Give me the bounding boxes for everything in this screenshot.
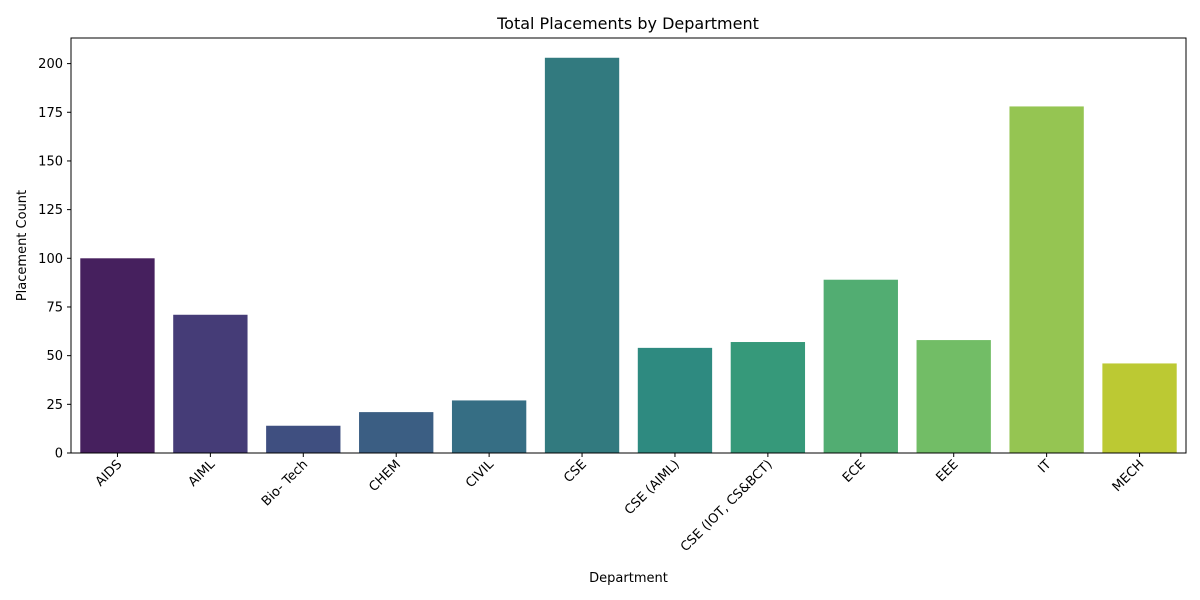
bar-chem bbox=[359, 412, 434, 453]
bar-mech bbox=[1102, 363, 1177, 453]
x-axis-title: Department bbox=[589, 571, 668, 586]
x-tick-label: ECE bbox=[840, 457, 869, 486]
x-tick-label: Bio- Tech bbox=[259, 457, 311, 509]
y-tick-label: 200 bbox=[38, 57, 63, 72]
bar-aids bbox=[80, 258, 155, 453]
y-tick-label: 50 bbox=[46, 349, 63, 364]
x-tick-label: CHEM bbox=[366, 457, 404, 495]
bar-civil bbox=[451, 400, 527, 453]
chart-title: Total Placements by Department bbox=[496, 14, 759, 33]
x-tick-label: CSE (IOT, CS&BCT) bbox=[678, 457, 776, 555]
bar-cse-aiml bbox=[637, 347, 713, 453]
plot-frame bbox=[70, 37, 1187, 454]
y-tick-label: 75 bbox=[46, 300, 63, 315]
bars-group bbox=[80, 57, 1177, 454]
x-tick-label: AIDS bbox=[93, 457, 126, 490]
x-tick-label: CIVIL bbox=[463, 457, 497, 491]
y-tick-label: 25 bbox=[46, 398, 63, 413]
bar-cse-iot-cs-bct bbox=[730, 342, 806, 453]
bar-eee bbox=[916, 340, 991, 453]
x-tick-label: EEE bbox=[933, 457, 961, 485]
y-tick-label: 125 bbox=[38, 203, 63, 218]
bar-it bbox=[1009, 106, 1084, 453]
x-tick-label: AIML bbox=[186, 457, 219, 490]
x-tick-label: CSE (AIML) bbox=[622, 457, 683, 518]
bar-aiml bbox=[173, 314, 248, 453]
y-tick-label: 150 bbox=[38, 154, 63, 169]
bar-bio-tech bbox=[266, 425, 341, 453]
y-axis-title: Placement Count bbox=[15, 190, 30, 301]
x-tick-label: MECH bbox=[1110, 457, 1148, 495]
y-tick-label: 0 bbox=[55, 447, 63, 462]
x-tick-label: CSE bbox=[561, 457, 590, 486]
bar-ece bbox=[823, 279, 898, 453]
y-axis: 0 25 50 75 100 125 150 175 200 bbox=[38, 57, 71, 462]
bar-cse bbox=[544, 57, 620, 454]
x-axis: AIDS AIML Bio- Tech CHEM CIVIL CSE CSE (AIML)C… bbox=[93, 453, 1148, 555]
x-tick-label: IT bbox=[1036, 457, 1055, 476]
y-tick-label: 100 bbox=[38, 252, 63, 267]
y-tick-label: 175 bbox=[38, 106, 63, 121]
